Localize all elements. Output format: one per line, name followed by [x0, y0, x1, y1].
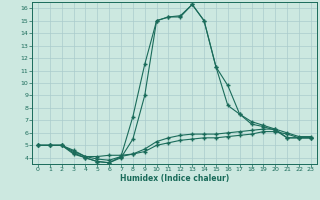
X-axis label: Humidex (Indice chaleur): Humidex (Indice chaleur): [120, 174, 229, 183]
